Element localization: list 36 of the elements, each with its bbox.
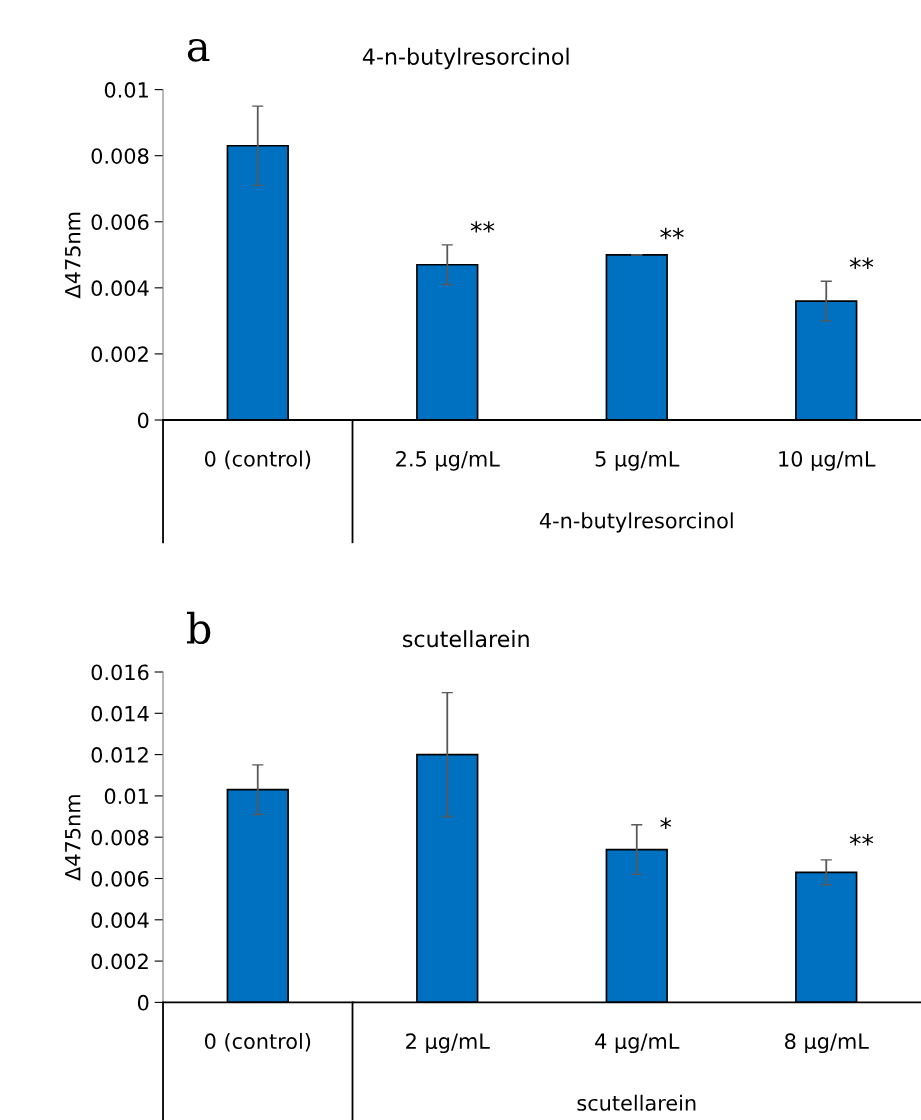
x-tick-label: 4 μg/mL — [595, 1033, 680, 1054]
y-tick-label: 0.008 — [91, 829, 149, 846]
annotation: ** — [470, 221, 495, 233]
y-tick-label: 0.012 — [91, 747, 148, 763]
text: scutellarein — [577, 1094, 696, 1111]
x-tick-label: 2 μg/mL — [406, 1033, 490, 1054]
x-tick-label: 0 (control) — [204, 450, 311, 470]
x-tick-label: 5 μg/mL — [595, 451, 680, 471]
text: a — [187, 38, 210, 62]
y-tick-label: 0.01 — [104, 788, 148, 805]
y-tick-label: 0.014 — [91, 705, 149, 722]
y-tick-label: 0.006 — [91, 870, 149, 887]
x-tick-label: 2.5 μg/mL — [396, 450, 500, 471]
y-axis-title: Δ475nm — [65, 795, 81, 881]
y-axis-title: Δ475nm — [65, 212, 81, 299]
y-tick-label: 0.008 — [91, 148, 149, 164]
y-tick-label: 0.016 — [91, 664, 149, 681]
annotation: ** — [660, 227, 684, 240]
text: 4-n-butylresorcinol — [539, 512, 733, 533]
x-tick-label: 10 μg/mL — [779, 450, 876, 471]
annotation: * — [660, 817, 672, 829]
annotation: ** — [849, 257, 874, 269]
x-tick-label: 0 (control) — [204, 1032, 311, 1052]
chart-title: 4-n-butylresorcinol — [362, 47, 569, 70]
y-tick-label: 0.01 — [104, 82, 148, 98]
text: b — [186, 611, 211, 645]
x-tick-label: 8 μg/mL — [785, 1033, 869, 1054]
y-tick-label: 0 — [137, 994, 149, 1011]
chart-title: scutellarein — [403, 630, 529, 648]
y-tick-label: 0.004 — [91, 912, 149, 929]
annotation: ** — [849, 834, 874, 846]
y-tick-label: 0.004 — [91, 280, 149, 297]
y-tick-label: 0.002 — [91, 346, 148, 363]
y-tick-label: 0.002 — [91, 953, 148, 970]
y-tick-label: 0.006 — [91, 214, 149, 230]
y-tick-label: 0 — [137, 412, 149, 429]
